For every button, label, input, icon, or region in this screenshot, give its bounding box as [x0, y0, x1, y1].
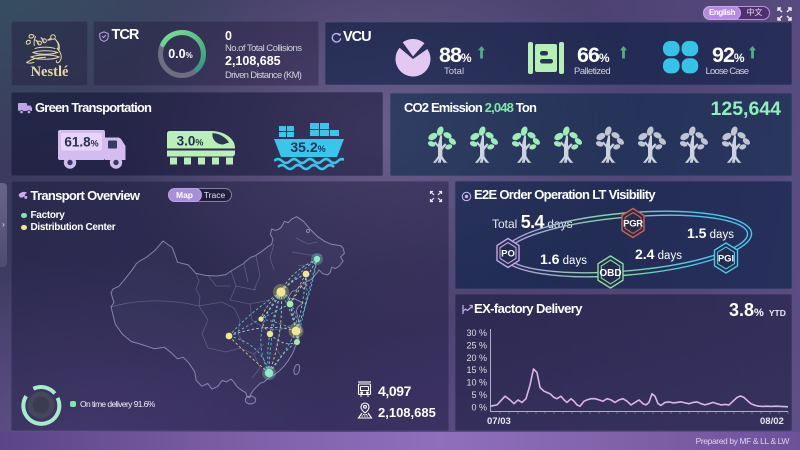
svg-text:0 %: 0 %	[471, 403, 487, 413]
svg-text:PGR: PGR	[623, 219, 643, 230]
svg-text:07/03: 07/03	[487, 416, 511, 427]
svg-text:08/02: 08/02	[760, 416, 784, 427]
svg-text:PGI: PGI	[718, 254, 734, 265]
svg-text:Nestlé: Nestlé	[31, 64, 69, 80]
svg-text:35.2%: 35.2%	[290, 139, 325, 155]
svg-text:3.0%: 3.0%	[177, 134, 204, 149]
svg-text:61.8%: 61.8%	[64, 135, 98, 150]
svg-text:5 %: 5 %	[471, 390, 487, 400]
svg-text:25 %: 25 %	[466, 340, 487, 350]
svg-text:30 %: 30 %	[466, 328, 487, 338]
svg-text:0.0%: 0.0%	[168, 47, 193, 61]
svg-text:OBD: OBD	[599, 268, 621, 279]
svg-text:10 %: 10 %	[466, 378, 487, 388]
svg-text:PO: PO	[501, 249, 515, 260]
svg-text:15 %: 15 %	[466, 365, 487, 375]
svg-text:20 %: 20 %	[466, 353, 487, 363]
